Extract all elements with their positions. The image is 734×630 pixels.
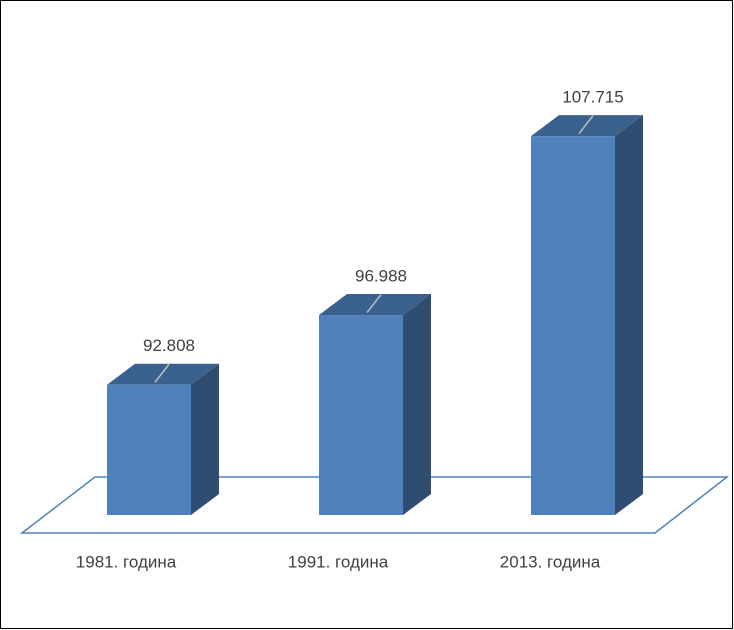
- data-label: 107.715: [562, 88, 623, 107]
- leader-line: [366, 294, 382, 314]
- bar: [107, 384, 191, 515]
- x-tick-label: 2013. година: [500, 552, 601, 571]
- data-label: 96.988: [355, 267, 407, 286]
- bar-top: [531, 115, 643, 137]
- bar: [319, 315, 403, 515]
- bar-side: [191, 363, 219, 515]
- bar: [531, 136, 615, 515]
- leader-line: [154, 363, 170, 383]
- bar-side: [615, 115, 643, 515]
- bar-top: [319, 294, 431, 316]
- leader-line: [578, 115, 594, 135]
- bar-side: [403, 294, 431, 515]
- data-label: 92.808: [143, 336, 195, 355]
- floor: [19, 476, 730, 534]
- bar-top: [107, 363, 219, 385]
- x-tick-label: 1991. година: [288, 552, 389, 571]
- x-tick-label: 1981. година: [76, 552, 177, 571]
